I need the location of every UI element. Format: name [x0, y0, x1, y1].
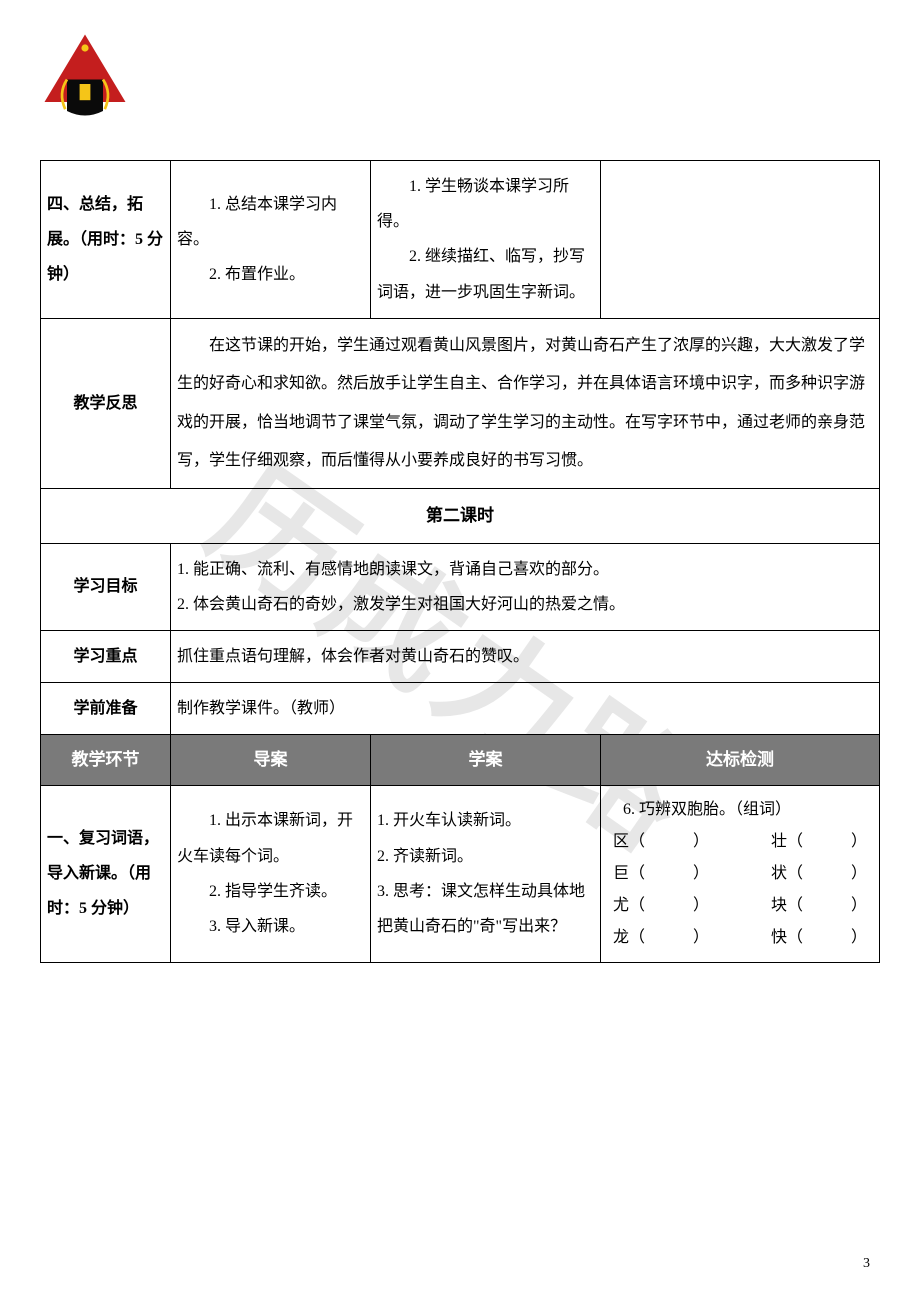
dabiao-title: 6. 巧辨双胞胎。（组词）: [607, 794, 873, 826]
focus-text: 抓住重点语句理解，体会作者对黄山奇石的赞叹。: [171, 631, 880, 683]
lesson-plan-table: 四、总结，拓展。（用时：5 分钟） 1. 总结本课学习内容。 2. 布置作业。 …: [40, 160, 880, 963]
review-xuean: 1. 开火车认读新词。 2. 齐读新词。 3. 思考：课文怎样生动具体地把黄山奇…: [371, 785, 601, 962]
row-lesson2-title: 第二课时: [41, 489, 880, 543]
row-review: 一、复习词语，导入新课。（用时：5 分钟） 1. 出示本课新词，开火车读每个词。…: [41, 785, 880, 962]
logo-book: [80, 84, 91, 100]
summary-dabiao: [601, 161, 880, 319]
pair-left: 尤（ ）: [613, 890, 709, 922]
review-label: 一、复习词语，导入新课。（用时：5 分钟）: [41, 785, 171, 962]
row-focus: 学习重点 抓住重点语句理解，体会作者对黄山奇石的赞叹。: [41, 631, 880, 683]
header-env: 教学环节: [41, 735, 171, 785]
row-prep: 学前准备 制作教学课件。（教师）: [41, 683, 880, 735]
goal-label: 学习目标: [41, 543, 171, 630]
review-dabiao: 6. 巧辨双胞胎。（组词） 区（ ） 壮（ ） 巨（ ） 状（ ） 尤（ ） 块…: [601, 785, 880, 962]
header-xuean: 学案: [371, 735, 601, 785]
row-headers: 教学环节 导案 学案 达标检测: [41, 735, 880, 785]
pair-right: 块（ ）: [771, 890, 867, 922]
header-dabiao: 达标检测: [601, 735, 880, 785]
row-reflect: 教学反思 在这节课的开始，学生通过观看黄山风景图片，对黄山奇石产生了浓厚的兴趣，…: [41, 318, 880, 489]
goal-text: 1. 能正确、流利、有感情地朗读课文，背诵自己喜欢的部分。 2. 体会黄山奇石的…: [171, 543, 880, 630]
prep-text: 制作教学课件。（教师）: [171, 683, 880, 735]
pair-line: 龙（ ） 快（ ）: [607, 922, 873, 954]
prep-label: 学前准备: [41, 683, 171, 735]
pair-right: 快（ ）: [771, 922, 867, 954]
school-logo: [40, 30, 130, 120]
pair-right: 壮（ ）: [771, 826, 867, 858]
row-goal: 学习目标 1. 能正确、流利、有感情地朗读课文，背诵自己喜欢的部分。 2. 体会…: [41, 543, 880, 630]
pair-line: 巨（ ） 状（ ）: [607, 858, 873, 890]
summary-label: 四、总结，拓展。（用时：5 分钟）: [41, 161, 171, 319]
summary-xuean: 1. 学生畅谈本课学习所得。 2. 继续描红、临写，抄写词语，进一步巩固生字新词…: [371, 161, 601, 319]
reflect-text: 在这节课的开始，学生通过观看黄山风景图片，对黄山奇石产生了浓厚的兴趣，大大激发了…: [171, 318, 880, 489]
pair-line: 尤（ ） 块（ ）: [607, 890, 873, 922]
page-number: 3: [863, 1256, 870, 1272]
pair-right: 状（ ）: [771, 858, 867, 890]
pair-left: 巨（ ）: [613, 858, 709, 890]
pair-left: 龙（ ）: [613, 922, 709, 954]
pair-left: 区（ ）: [613, 826, 709, 858]
summary-daoan: 1. 总结本课学习内容。 2. 布置作业。: [171, 161, 371, 319]
reflect-label: 教学反思: [41, 318, 171, 489]
review-daoan: 1. 出示本课新词，开火车读每个词。 2. 指导学生齐读。 3. 导入新课。: [171, 785, 371, 962]
logo-crown-dot: [81, 44, 88, 51]
row-summary: 四、总结，拓展。（用时：5 分钟） 1. 总结本课学习内容。 2. 布置作业。 …: [41, 161, 880, 319]
focus-label: 学习重点: [41, 631, 171, 683]
page-content: 四、总结，拓展。（用时：5 分钟） 1. 总结本课学习内容。 2. 布置作业。 …: [40, 160, 880, 963]
pair-line: 区（ ） 壮（ ）: [607, 826, 873, 858]
header-daoan: 导案: [171, 735, 371, 785]
lesson2-title: 第二课时: [41, 489, 880, 543]
